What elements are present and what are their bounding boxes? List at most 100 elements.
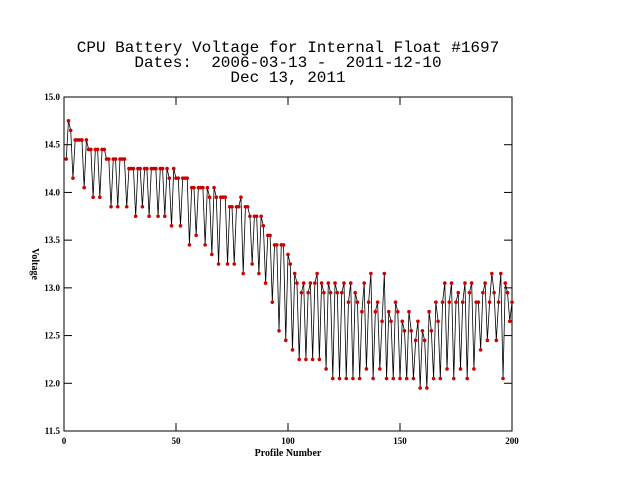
data-point	[281, 243, 286, 247]
data-point	[353, 290, 358, 295]
data-point	[337, 376, 342, 381]
data-point	[131, 166, 136, 171]
data-point	[409, 329, 414, 333]
data-point	[167, 176, 172, 180]
data-point	[64, 157, 69, 161]
data-point	[212, 185, 216, 190]
data-point	[107, 157, 111, 161]
data-point	[275, 243, 279, 247]
data-point	[348, 281, 353, 285]
data-point	[438, 376, 443, 381]
data-point	[413, 338, 418, 343]
data-point	[416, 319, 420, 324]
data-point	[328, 290, 333, 295]
data-point	[460, 300, 465, 304]
data-point	[160, 166, 165, 171]
data-point	[375, 300, 380, 304]
data-point	[465, 376, 470, 381]
data-point	[286, 252, 290, 257]
data-point	[304, 357, 308, 362]
data-point	[290, 348, 295, 352]
data-point	[501, 376, 505, 381]
data-point	[171, 166, 176, 171]
data-point	[140, 204, 145, 209]
data-point	[315, 271, 319, 276]
data-point	[503, 281, 508, 285]
data-point	[456, 290, 461, 295]
data-point	[113, 157, 118, 161]
data-point	[138, 166, 142, 171]
data-point	[216, 262, 221, 266]
data-point	[248, 214, 252, 219]
y-tick-label: 14.0	[44, 187, 60, 197]
data-point	[292, 271, 297, 276]
data-point	[447, 300, 452, 304]
data-point	[268, 233, 272, 238]
data-point	[326, 281, 331, 285]
data-point	[485, 338, 490, 343]
data-point	[133, 214, 138, 219]
data-point	[145, 166, 149, 171]
data-point	[163, 214, 167, 219]
data-point	[295, 281, 299, 285]
data-point	[225, 262, 230, 266]
data-point	[115, 204, 120, 209]
data-point	[245, 204, 250, 209]
data-point	[481, 290, 485, 295]
data-point	[391, 376, 396, 381]
data-point	[445, 367, 449, 371]
data-point	[387, 309, 391, 314]
data-point	[95, 147, 100, 152]
data-point	[230, 204, 234, 209]
data-point	[360, 309, 364, 314]
y-tick-label: 13.5	[44, 235, 60, 245]
data-point	[263, 281, 268, 285]
data-point	[398, 376, 402, 381]
data-point	[454, 300, 458, 304]
data-point	[84, 138, 89, 142]
data-point	[102, 147, 107, 152]
data-point	[362, 281, 366, 285]
data-point	[476, 300, 481, 304]
data-point	[91, 195, 95, 199]
data-point	[434, 300, 438, 304]
data-point	[299, 290, 304, 295]
data-point	[425, 386, 429, 390]
data-point	[201, 185, 205, 190]
data-point	[449, 281, 454, 285]
data-point	[277, 329, 281, 333]
data-point	[283, 338, 288, 343]
data-point	[490, 271, 494, 276]
data-point	[389, 319, 393, 324]
data-point	[411, 376, 416, 381]
data-point	[357, 376, 362, 381]
data-point	[505, 290, 510, 295]
data-point	[254, 214, 259, 219]
data-point	[239, 195, 243, 199]
y-tick-label: 12.5	[44, 331, 60, 341]
data-point	[382, 271, 387, 276]
x-tick-label: 50	[172, 436, 182, 446]
y-tick-label: 13.0	[44, 283, 60, 293]
data-point	[355, 300, 360, 304]
data-point	[333, 281, 337, 285]
data-point	[154, 166, 158, 171]
data-point	[207, 195, 212, 199]
data-point	[261, 224, 266, 228]
x-tick-label: 200	[505, 436, 519, 446]
data-point	[431, 376, 436, 381]
data-point	[288, 262, 293, 266]
data-point	[71, 176, 75, 180]
y-tick-label: 12.0	[44, 378, 60, 388]
data-point	[440, 300, 445, 304]
data-point	[472, 367, 476, 371]
data-point	[306, 290, 310, 295]
data-point	[364, 367, 369, 371]
data-point	[487, 300, 492, 304]
data-point	[270, 300, 275, 304]
data-point	[178, 224, 183, 228]
data-point	[156, 214, 160, 219]
data-point	[366, 300, 371, 304]
